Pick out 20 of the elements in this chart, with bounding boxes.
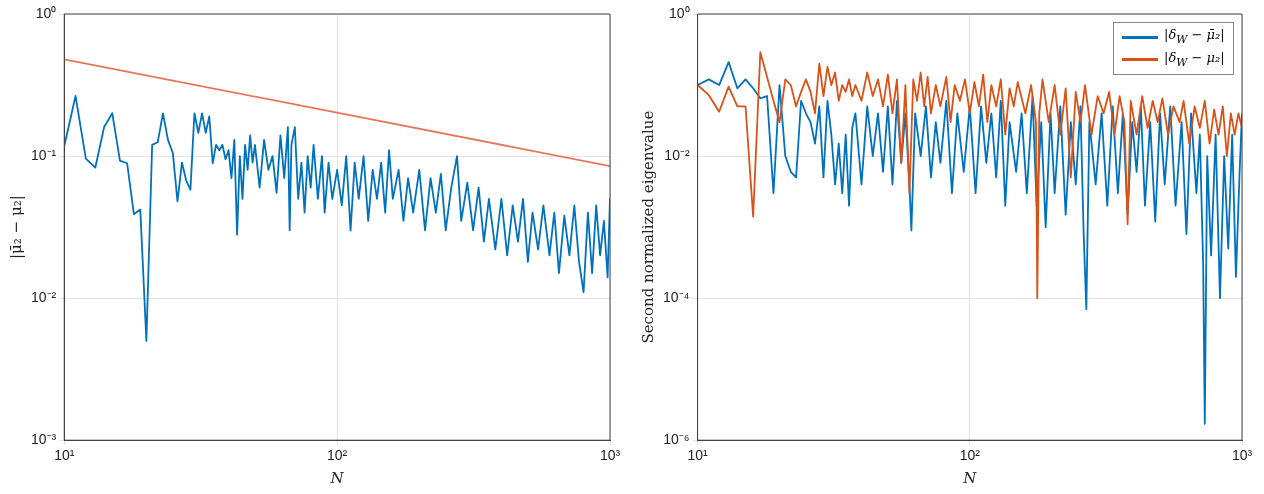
legend-label: |δ$_{W}$ − μ₂| (1164, 48, 1225, 71)
x-tick-label: 10³ (1231, 447, 1253, 464)
y-tick-label: 10⁻⁴ (662, 288, 690, 305)
y-tick-label: 10⁻¹ (31, 146, 57, 163)
y-tick-label: 10⁰ (35, 4, 57, 21)
x-axis-title: N (962, 468, 978, 487)
y-axis-title: Second normalized eigenvalue (638, 110, 657, 344)
x-tick-label: 10² (327, 447, 348, 464)
y-tick-label: 10⁰ (669, 4, 690, 21)
y-tick-label: 10⁻² (664, 146, 690, 163)
y-tick-label: 10⁻² (31, 288, 57, 305)
legend-label: |δ$_{W}$ − μ̄₂| (1164, 26, 1225, 48)
y-tick-label: 10⁻⁶ (663, 431, 690, 448)
y-axis-title: |μ̄₂ − μ₂| (6, 195, 25, 259)
x-tick-label: 10¹ (687, 447, 709, 464)
x-axis-title: N (329, 468, 345, 487)
x-tick-label: 10¹ (54, 447, 75, 464)
x-tick-label: 10³ (599, 447, 621, 464)
y-tick-label: 10⁻³ (31, 431, 57, 448)
x-tick-label: 10² (959, 447, 981, 464)
